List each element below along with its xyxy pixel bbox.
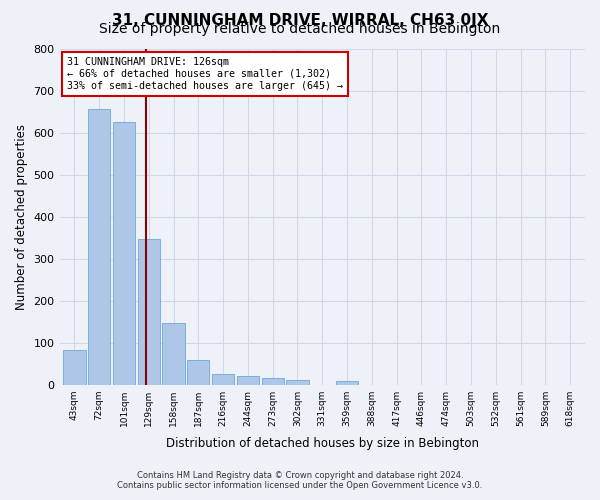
X-axis label: Distribution of detached houses by size in Bebington: Distribution of detached houses by size … [166,437,479,450]
Text: Contains HM Land Registry data © Crown copyright and database right 2024.
Contai: Contains HM Land Registry data © Crown c… [118,470,482,490]
Text: Size of property relative to detached houses in Bebington: Size of property relative to detached ho… [100,22,500,36]
Bar [212,374,234,384]
Text: 31, CUNNINGHAM DRIVE, WIRRAL, CH63 0JX: 31, CUNNINGHAM DRIVE, WIRRAL, CH63 0JX [112,12,488,28]
Bar [286,380,308,384]
Bar [137,239,160,384]
Y-axis label: Number of detached properties: Number of detached properties [15,124,28,310]
Bar [88,109,110,384]
Bar [187,360,209,384]
Bar [336,381,358,384]
Bar [163,323,185,384]
Text: 31 CUNNINGHAM DRIVE: 126sqm
← 66% of detached houses are smaller (1,302)
33% of : 31 CUNNINGHAM DRIVE: 126sqm ← 66% of det… [67,58,343,90]
Bar [237,376,259,384]
Bar [63,350,86,384]
Bar [262,378,284,384]
Bar [113,122,135,384]
